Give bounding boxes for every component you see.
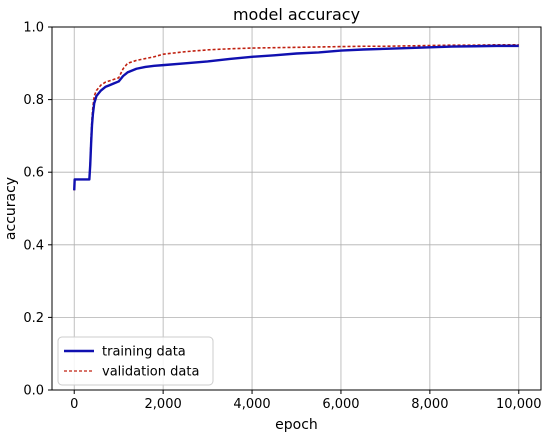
y-tick-label: 0.6 <box>23 166 44 181</box>
x-tick-label: 6,000 <box>322 397 359 412</box>
validation-data-line <box>73 43 519 191</box>
y-tick-label: 0.8 <box>23 93 44 108</box>
x-tick-label: 2,000 <box>145 397 182 412</box>
y-tick-label: 1.0 <box>23 21 44 36</box>
legend-label-validation: validation data <box>102 365 199 380</box>
y-axis-ticks: 0.0 0.2 0.4 0.6 0.8 1.0 <box>23 21 52 399</box>
grid <box>52 26 541 391</box>
x-tick-label: 10,000 <box>496 397 542 412</box>
y-tick-label: 0.0 <box>23 384 44 399</box>
legend: training data validation data <box>57 336 214 386</box>
x-axis-ticks: 0 2,000 4,000 6,000 8,000 10,000 <box>70 390 542 412</box>
legend-label-training: training data <box>102 345 186 360</box>
y-axis-label: accuracy <box>3 177 19 240</box>
series-layer <box>73 43 519 191</box>
x-tick-label: 8,000 <box>411 397 448 412</box>
x-axis-label: epoch <box>275 417 318 433</box>
legend-box <box>57 336 214 386</box>
y-tick-label: 0.2 <box>23 311 44 326</box>
x-tick-label: 4,000 <box>233 397 270 412</box>
x-tick-label: 0 <box>70 397 78 412</box>
y-tick-label: 0.4 <box>23 238 44 253</box>
training-data-line <box>73 44 519 191</box>
chart-title: model accuracy <box>233 5 360 24</box>
plot-frame <box>51 26 542 391</box>
